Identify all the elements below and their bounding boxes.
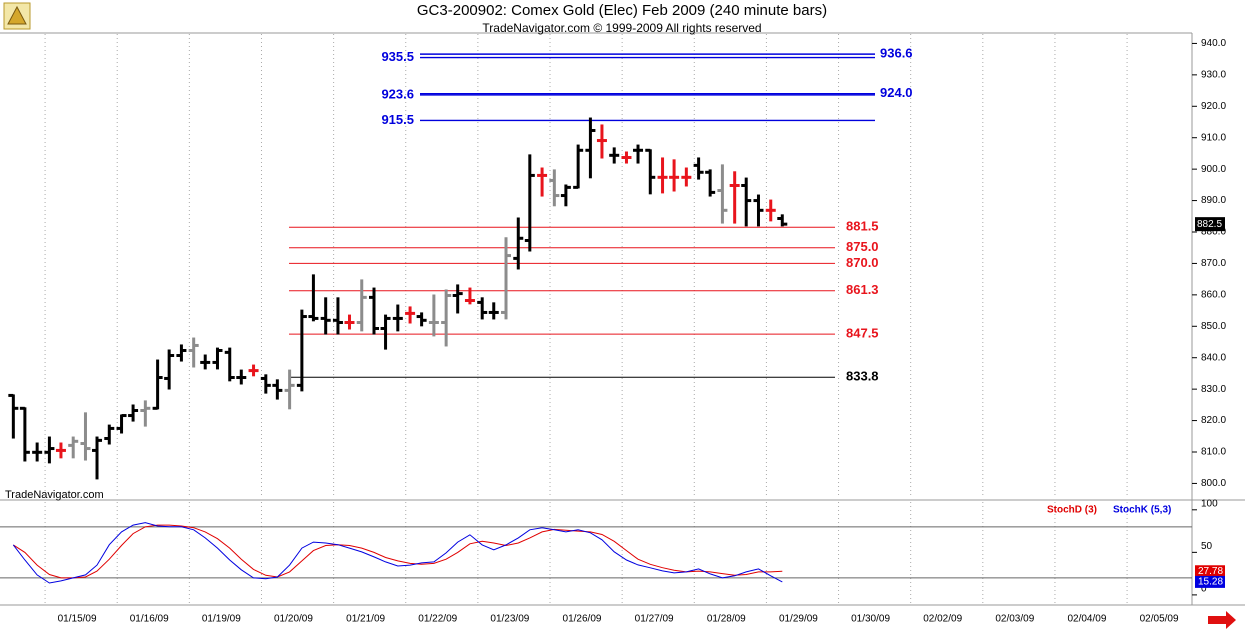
y-tick-label: 800.0	[1201, 478, 1226, 489]
level-label: 870.0	[846, 255, 879, 270]
x-tick-label: 01/26/09	[563, 614, 602, 625]
x-tick-label: 01/28/09	[707, 614, 746, 625]
y-tick-label: 820.0	[1201, 415, 1226, 426]
y-tick-label: 50	[1201, 541, 1213, 552]
fib-label: 915.5	[381, 112, 414, 127]
x-tick-label: 02/03/09	[995, 614, 1034, 625]
fib-label: 924.0	[880, 85, 913, 100]
y-tick-label: 860.0	[1201, 289, 1226, 300]
y-tick-label: 100	[1201, 498, 1218, 509]
y-tick-label: 900.0	[1201, 164, 1226, 175]
y-tick-label: 920.0	[1201, 101, 1226, 112]
y-tick-label: 0	[1201, 584, 1207, 595]
x-tick-label: 01/19/09	[202, 614, 241, 625]
fib-label: 935.5	[381, 49, 414, 64]
x-tick-label: 01/20/09	[274, 614, 313, 625]
value-label: 15.28	[1198, 577, 1223, 588]
y-tick-label: 870.0	[1201, 258, 1226, 269]
y-tick-label: 830.0	[1201, 384, 1226, 395]
last-price-label: 882.5	[1197, 219, 1222, 230]
value-box	[1195, 565, 1225, 578]
stoch-line	[12, 522, 783, 584]
legend-entry: StochD (3)	[1047, 505, 1097, 516]
level-label: 833.8	[846, 369, 879, 384]
value-label: 27.78	[1198, 566, 1223, 577]
x-tick-label: 01/22/09	[418, 614, 457, 625]
x-tick-label: 02/04/09	[1067, 614, 1106, 625]
fib-label: 923.6	[381, 86, 414, 101]
level-label: 875.0	[846, 239, 879, 254]
x-tick-label: 01/27/09	[635, 614, 674, 625]
level-label: 881.5	[846, 219, 879, 234]
level-label: 847.5	[846, 326, 879, 341]
fib-label: 936.6	[880, 46, 913, 61]
x-tick-label: 01/16/09	[130, 614, 169, 625]
value-box	[1195, 575, 1225, 588]
level-label: 861.3	[846, 282, 879, 297]
y-tick-label: 930.0	[1201, 69, 1226, 80]
x-tick-label: 02/05/09	[1140, 614, 1179, 625]
logo-icon	[3, 2, 31, 30]
x-tick-label: 02/02/09	[923, 614, 962, 625]
stoch-line	[13, 524, 783, 579]
x-tick-label: 01/21/09	[346, 614, 385, 625]
y-tick-label: 810.0	[1201, 447, 1226, 458]
legend-entry: StochK (5,3)	[1113, 505, 1171, 516]
y-tick-label: 840.0	[1201, 352, 1226, 363]
x-tick-label: 01/30/09	[851, 614, 890, 625]
x-tick-label: 01/23/09	[490, 614, 529, 625]
chart-subtitle: TradeNavigator.com © 1999-2009 All right…	[482, 21, 761, 35]
y-tick-label: 940.0	[1201, 38, 1226, 49]
y-tick-label: 910.0	[1201, 132, 1226, 143]
watermark: TradeNavigator.com	[5, 489, 104, 501]
y-tick-label: 850.0	[1201, 321, 1226, 332]
chart-title: GC3-200902: Comex Gold (Elec) Feb 2009 (…	[417, 2, 827, 19]
x-tick-label: 01/15/09	[58, 614, 97, 625]
scroll-arrow[interactable]	[1208, 611, 1236, 629]
y-tick-label: 880.0	[1201, 227, 1226, 238]
last-price-box	[1195, 217, 1225, 232]
y-tick-label: 890.0	[1201, 195, 1226, 206]
x-tick-label: 01/29/09	[779, 614, 818, 625]
